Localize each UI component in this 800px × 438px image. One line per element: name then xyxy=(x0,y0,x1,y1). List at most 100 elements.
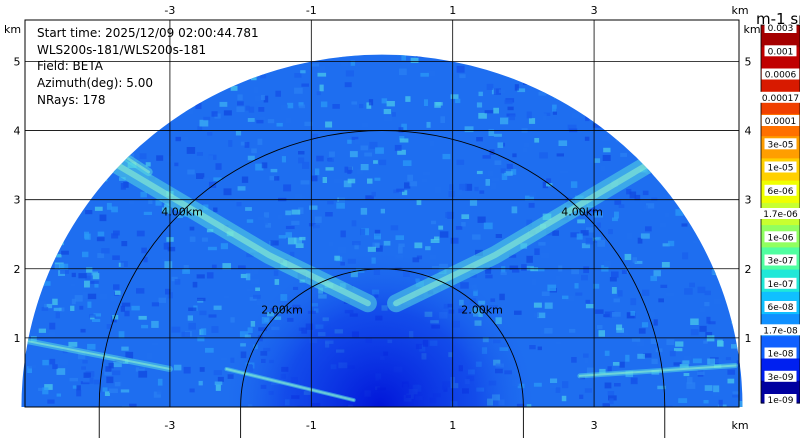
y-tick-label-left: 3 xyxy=(14,194,21,207)
noise-cell xyxy=(242,54,249,60)
y-tick-label-right: 1 xyxy=(745,332,752,345)
noise-cell xyxy=(157,103,167,109)
noise-cell xyxy=(725,223,731,227)
instrument-label: WLS200s-181/WLS200s-181 xyxy=(37,43,207,57)
axis-tick-labels: -3 -3 -1 -1 1 1 3 3 1 1 2 2 3 3 4 4 5 5 km km km km xyxy=(4,4,761,432)
noise-cell xyxy=(288,23,296,28)
noise-cell xyxy=(63,229,68,234)
noise-cell xyxy=(178,69,187,75)
noise-cell xyxy=(500,62,507,70)
noise-cell xyxy=(25,130,32,138)
x-tick-label-bottom: -3 xyxy=(164,419,175,432)
noise-cell xyxy=(638,21,645,27)
noise-cell xyxy=(114,106,121,112)
colorbar-label-bg xyxy=(758,208,800,219)
noise-cell xyxy=(86,20,90,26)
noise-cell xyxy=(215,85,221,90)
x-axis-unit-label: km xyxy=(731,419,748,432)
noise-cell xyxy=(57,207,62,213)
noise-cell xyxy=(688,116,696,121)
noise-cell xyxy=(606,72,612,79)
noise-cell xyxy=(291,47,297,53)
noise-cell xyxy=(47,113,54,119)
noise-cell xyxy=(327,36,332,39)
noise-cell xyxy=(691,135,701,143)
noise-cell xyxy=(644,62,653,66)
noise-cell xyxy=(665,145,674,149)
noise-cell xyxy=(333,37,341,43)
colorbar-label-bg xyxy=(764,301,797,312)
colorbar-tick-label: 1e-06 xyxy=(768,233,794,243)
noise-cell xyxy=(94,134,102,140)
noise-cell xyxy=(216,41,223,47)
noise-cell xyxy=(625,87,634,92)
noise-cell xyxy=(177,58,185,64)
noise-cell xyxy=(27,294,35,299)
noise-cell xyxy=(47,229,56,235)
noise-cell xyxy=(441,24,449,30)
noise-cell xyxy=(735,184,742,192)
noise-cell xyxy=(349,54,357,57)
noise-cell xyxy=(583,103,590,110)
noise-cell xyxy=(672,80,680,84)
noise-cell xyxy=(655,174,663,179)
noise-cell xyxy=(733,197,741,204)
colorbar-label-bg xyxy=(758,91,800,103)
noise-cell xyxy=(471,56,481,61)
noise-cell xyxy=(615,105,620,111)
noise-cell xyxy=(70,127,76,132)
noise-cell xyxy=(158,61,166,68)
noise-cell xyxy=(475,59,481,63)
noise-cell xyxy=(702,143,711,148)
noise-cell xyxy=(515,23,524,28)
noise-cell xyxy=(680,205,685,210)
noise-cell xyxy=(690,121,696,126)
noise-cell xyxy=(374,41,379,46)
noise-cell xyxy=(51,124,59,131)
noise-cell xyxy=(714,20,721,26)
start-time-label: Start time: 2025/12/09 02:00:44.781 xyxy=(37,26,259,40)
colorbar-tick-label: 1.7e-08 xyxy=(763,326,798,336)
noise-cell xyxy=(725,249,734,254)
colorbar-label-bg xyxy=(764,138,797,150)
noise-cell xyxy=(699,144,707,151)
colorbar-label-bg xyxy=(764,184,797,196)
noise-cell xyxy=(525,75,534,80)
noise-cell xyxy=(689,51,697,55)
range-rings: 2.00km 2.00km 4.00km 4.00km xyxy=(98,130,666,438)
noise-cell xyxy=(715,23,720,28)
aerosol-layer-core xyxy=(578,364,737,377)
noise-cell xyxy=(76,185,83,192)
noise-cell xyxy=(714,89,722,94)
noise-cell xyxy=(548,69,554,74)
x-tick-label-bottom: 3 xyxy=(591,419,598,432)
noise-cell xyxy=(618,124,624,130)
field-label: Field: BETA xyxy=(37,59,103,73)
colorbar-label-bg xyxy=(764,231,797,243)
noise-cell xyxy=(71,194,79,199)
x-tick-label-bottom: -1 xyxy=(306,419,317,432)
noise-cell xyxy=(670,190,677,196)
noise-cell xyxy=(115,154,122,161)
noise-cell xyxy=(36,109,41,115)
colorbar-label-bg xyxy=(764,394,797,405)
noise-cell xyxy=(74,138,81,142)
noise-cell xyxy=(233,42,241,47)
noise-cell xyxy=(682,185,691,190)
noise-cell xyxy=(106,146,113,153)
noise-cell xyxy=(710,132,719,140)
noise-cell xyxy=(59,212,66,217)
range-ring-label: 2.00km xyxy=(461,303,503,316)
noise-cell xyxy=(706,176,713,183)
noise-cell xyxy=(546,68,555,73)
colorbar-tick-label: 0.00017 xyxy=(762,94,799,104)
noise-cell xyxy=(706,225,715,231)
noise-cell xyxy=(726,54,731,58)
noise-cell xyxy=(100,108,108,115)
colorbar-tick-label: 1e-09 xyxy=(768,396,794,406)
x-tick-label-top: -1 xyxy=(306,4,317,17)
noise-cell xyxy=(725,217,732,223)
noise-cell xyxy=(566,30,571,35)
noise-cell xyxy=(288,56,297,61)
